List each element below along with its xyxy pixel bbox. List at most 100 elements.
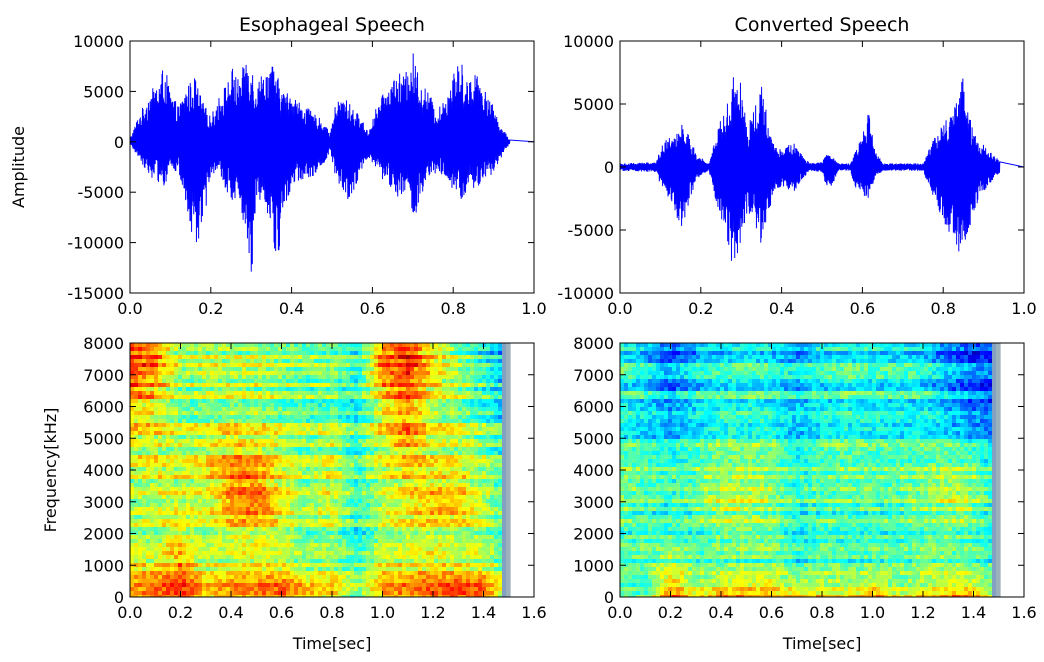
esophageal-spectrogram-cell [286, 471, 291, 476]
esophageal-spectrogram-cell [246, 423, 251, 428]
esophageal-spectrogram-cell [350, 483, 355, 488]
esophageal-spectrogram-cell [158, 463, 163, 468]
esophageal-spectrogram-cell [406, 499, 411, 504]
esophageal-spectrogram-cell [286, 495, 291, 500]
esophageal-spectrogram-cell [254, 467, 259, 472]
esophageal-spectrogram-cell [442, 347, 447, 352]
esophageal-spectrogram-cell [398, 479, 403, 484]
esophageal-spectrogram-cell [142, 439, 147, 444]
esophageal-spectrogram-cell [314, 475, 319, 480]
esophageal-spectrogram-cell [154, 347, 159, 352]
esophageal-spectrogram-cell [266, 387, 271, 392]
esophageal-spectrogram-cell [490, 543, 495, 548]
esophageal-spectrogram-cell [242, 479, 247, 484]
esophageal-spectrogram-cell [206, 535, 211, 540]
esophageal-spectrogram-cell [390, 495, 395, 500]
esophageal-spectrogram-cell [458, 531, 463, 536]
esophageal-spectrogram-cell [282, 499, 287, 504]
esophageal-spectrogram-cell [154, 359, 159, 364]
esophageal-spectrogram-cell [462, 359, 467, 364]
esophageal-spectrogram-cell [222, 387, 227, 392]
esophageal-spectrogram-cell [474, 543, 479, 548]
esophageal-spectrogram-cell [134, 511, 139, 516]
esophageal-spectrogram-cell [494, 499, 499, 504]
esophageal-spectrogram-cell [254, 543, 259, 548]
esophageal-spectrogram-cell [146, 495, 151, 500]
esophageal-spectrogram-cell [202, 395, 207, 400]
esophageal-spectrogram-cell [306, 499, 311, 504]
esophageal-spectrogram-cell [294, 355, 299, 360]
esophageal-spectrogram-cell [158, 451, 163, 456]
esophageal-spectrogram-cell [374, 515, 379, 520]
esophageal-spectrogram-cell [190, 427, 195, 432]
esophageal-spectrogram-cell [182, 515, 187, 520]
esophageal-spectrogram-cell [378, 535, 383, 540]
esophageal-spectrogram-cell [330, 455, 335, 460]
esophageal-spectrogram-cell [506, 367, 511, 372]
esophageal-spectrogram-cell [266, 503, 271, 508]
esophageal-spectrogram-panel: 0.0 0.2 0.4 0.6 0.8 1.0 1.2 1.4 1.68000700060005… [41, 334, 547, 653]
esophageal-spectrogram-cell [458, 411, 463, 416]
esophageal-spectrogram-cell [290, 467, 295, 472]
esophageal-spectrogram-cell [258, 483, 263, 488]
esophageal-spectrogram-cell [134, 395, 139, 400]
esophageal-spectrogram-cell [230, 383, 235, 388]
esophageal-spectrogram-cell [174, 343, 179, 348]
esophageal-spectrogram-cell [442, 483, 447, 488]
esophageal-spectrogram-cell [174, 423, 179, 428]
esophageal-spectrogram-cell [466, 455, 471, 460]
esophageal-spectrogram-cell [490, 355, 495, 360]
esophageal-spectrogram-cell [194, 371, 199, 376]
esophageal-spectrogram-cell [398, 427, 403, 432]
esophageal-spectrogram-cell [130, 491, 135, 496]
esophageal-spectrogram-cell [366, 479, 371, 484]
esophageal-spectrogram-cell [162, 439, 167, 444]
esophageal-spectrogram-cell [262, 543, 267, 548]
esophageal-spectrogram-cell [298, 343, 303, 348]
esophageal-spectrogram-cell [190, 471, 195, 476]
esophageal-spectrogram-cell [354, 503, 359, 508]
esophageal-spectrogram-cell [238, 423, 243, 428]
esophageal-spectrogram-cell [130, 355, 135, 360]
esophageal-spectrogram-cell [170, 355, 175, 360]
esophageal-spectrogram-cell [350, 463, 355, 468]
esophageal-spectrogram-cell [406, 371, 411, 376]
esophageal-spectrogram-cell [262, 355, 267, 360]
esophageal-spectrogram-cell [386, 399, 391, 404]
esophageal-spectrogram-cell [374, 523, 379, 528]
esophageal-spectrogram-cell [254, 411, 259, 416]
esophageal-spectrogram-cell [270, 547, 275, 552]
esophageal-spectrogram-cell [482, 451, 487, 456]
esophageal-spectrogram-cell [306, 475, 311, 480]
esophageal-waveform-ytick-label: 0 [114, 133, 124, 152]
esophageal-spectrogram-cell [470, 487, 475, 492]
esophageal-spectrogram-cell [438, 523, 443, 528]
esophageal-spectrogram-cell [150, 459, 155, 464]
esophageal-spectrogram-cell [306, 479, 311, 484]
esophageal-spectrogram-cell [470, 355, 475, 360]
esophageal-spectrogram-cell [434, 407, 439, 412]
esophageal-spectrogram-cell [234, 547, 239, 552]
esophageal-spectrogram-cell [230, 371, 235, 376]
esophageal-spectrogram-cell [398, 511, 403, 516]
esophageal-spectrogram-cell [210, 451, 215, 456]
esophageal-spectrogram-cell [138, 351, 143, 356]
esophageal-spectrogram-cell [250, 491, 255, 496]
esophageal-spectrogram-cell [322, 479, 327, 484]
esophageal-spectrogram-cell [158, 423, 163, 428]
esophageal-spectrogram-cell [482, 367, 487, 372]
esophageal-spectrogram-cell [346, 419, 351, 424]
esophageal-spectrogram-cell [182, 443, 187, 448]
esophageal-spectrogram-cell [366, 447, 371, 452]
esophageal-spectrogram-cell [234, 403, 239, 408]
esophageal-spectrogram-cell [194, 415, 199, 420]
esophageal-spectrogram-cell [398, 543, 403, 548]
esophageal-spectrogram-cell [494, 455, 499, 460]
esophageal-spectrogram-cell [234, 471, 239, 476]
esophageal-spectrogram-cell [142, 483, 147, 488]
esophageal-spectrogram-cell [394, 491, 399, 496]
esophageal-spectrogram-cell [266, 395, 271, 400]
esophageal-spectrogram-cell [154, 379, 159, 384]
esophageal-spectrogram-cell [146, 503, 151, 508]
esophageal-spectrogram-cell [462, 439, 467, 444]
